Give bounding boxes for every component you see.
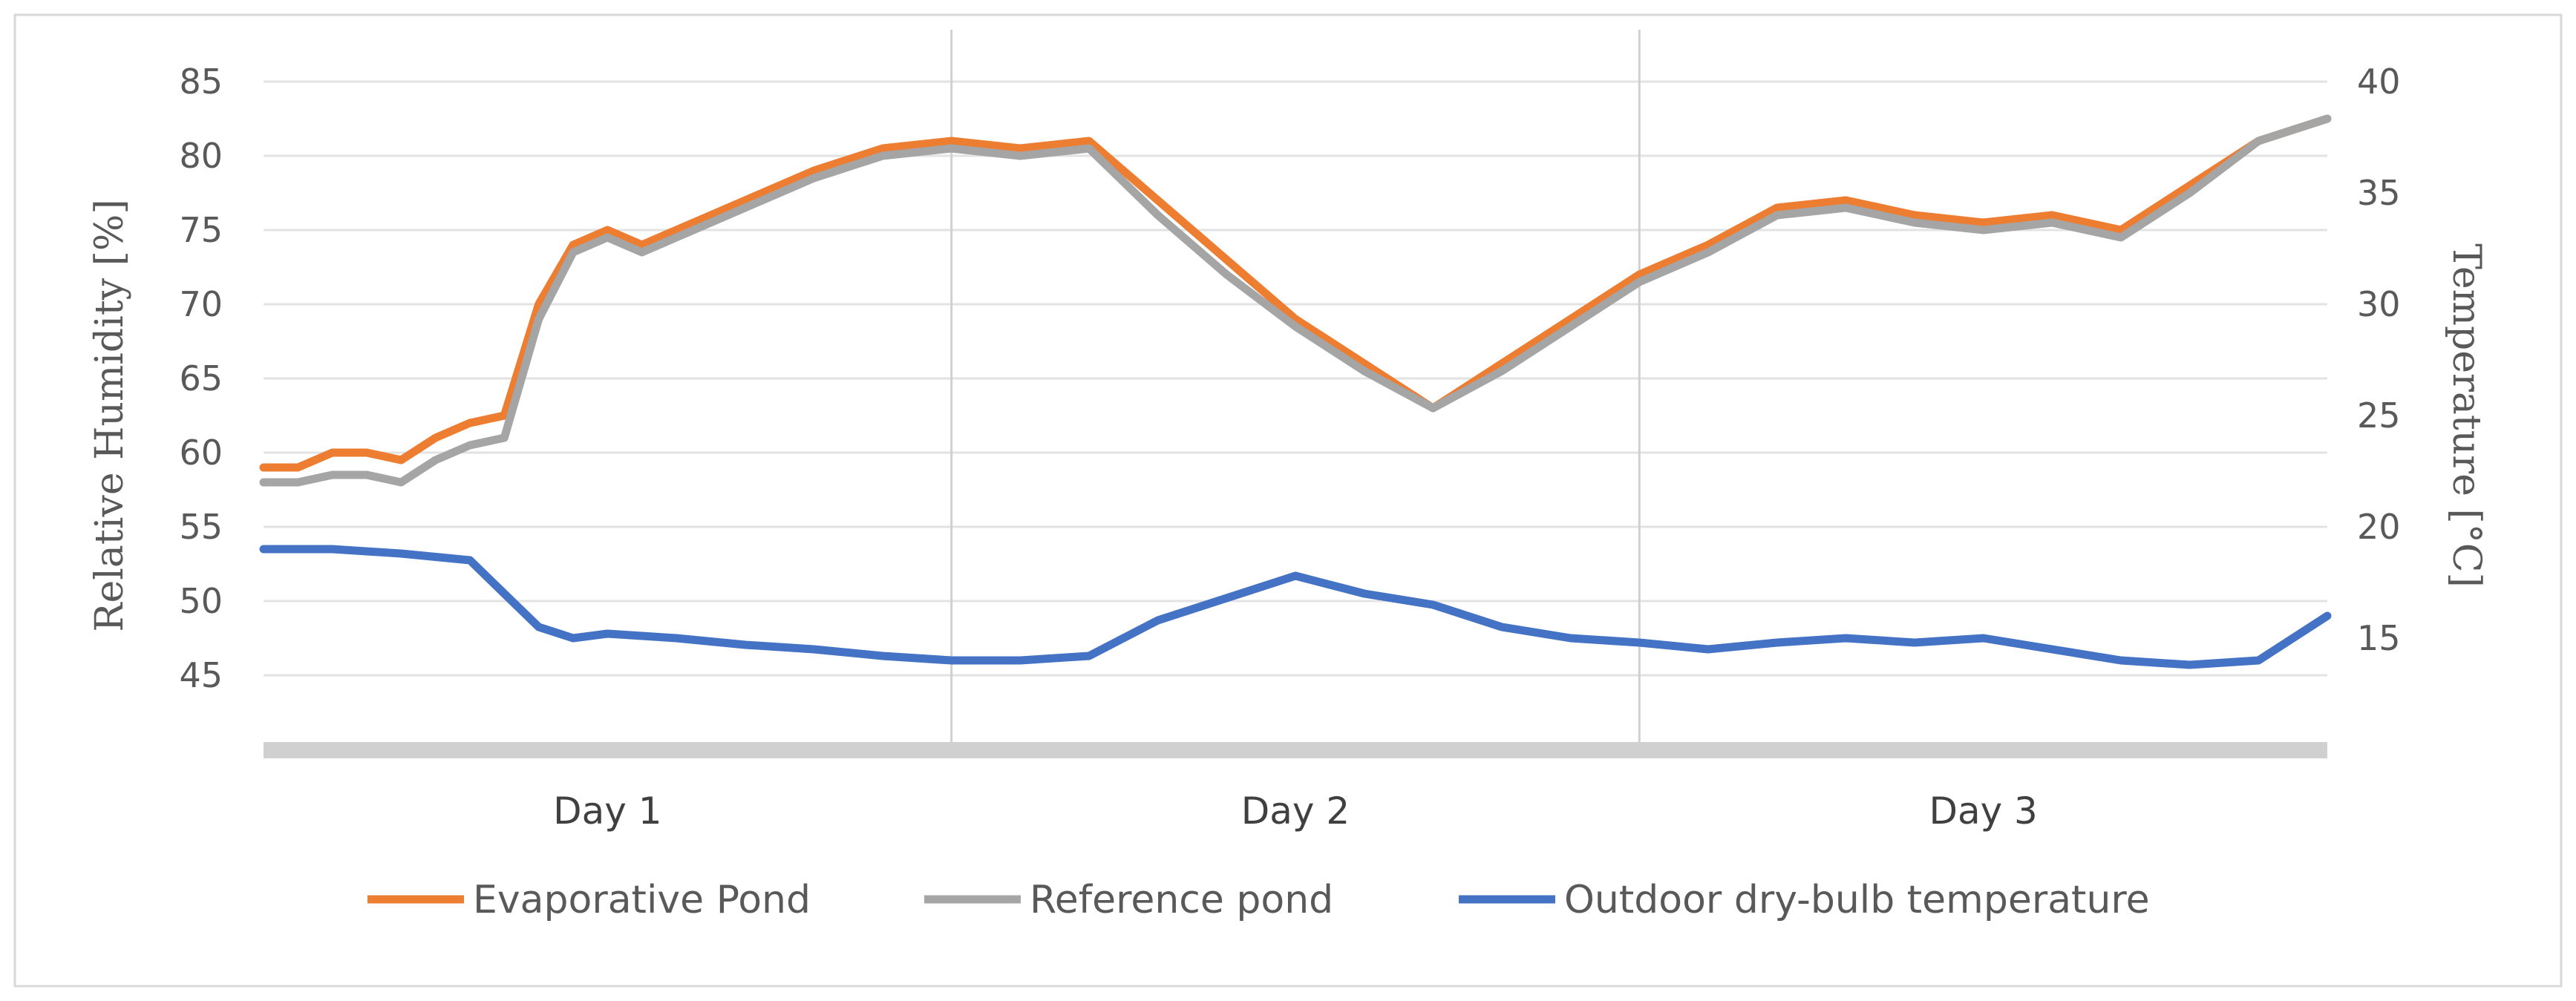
left-tick-label-7: 80: [179, 136, 223, 176]
left-tick-label-1: 50: [179, 581, 223, 621]
right-tick-label-0: 15: [2357, 618, 2401, 658]
right-axis-ticks: 15 20 25 30 35 40: [2357, 62, 2401, 658]
category-label-0: Day 1: [553, 790, 661, 833]
left-axis-title: Relative Humidity [%]: [88, 199, 132, 631]
series-line-0: [259, 114, 2332, 472]
left-tick-label-5: 70: [179, 284, 223, 324]
right-tick-label-2: 25: [2357, 396, 2401, 436]
category-axis-band: [264, 742, 2327, 758]
left-tick-label-3: 60: [179, 433, 223, 473]
left-tick-label-6: 75: [179, 210, 223, 250]
right-tick-label-3: 30: [2357, 284, 2401, 324]
legend: Evaporative Pond Reference pond Outdoor dr…: [367, 878, 2150, 922]
left-tick-label-4: 65: [179, 358, 223, 398]
category-label-2: Day 3: [1929, 790, 2037, 833]
left-tick-label-8: 85: [179, 62, 223, 102]
left-axis-ticks: 45 50 55 60 65 70 75 80 85: [179, 62, 223, 695]
series-lines: [259, 114, 2332, 669]
category-label-1: Day 2: [1241, 790, 1350, 833]
legend-label-1: Reference pond: [1030, 878, 1333, 922]
left-tick-label-0: 45: [179, 655, 223, 695]
right-tick-label-1: 20: [2357, 507, 2401, 547]
legend-label-0: Evaporative Pond: [473, 878, 811, 922]
right-tick-label-5: 40: [2357, 62, 2401, 102]
series-line-1: [259, 114, 2332, 487]
right-axis-title: Temperature [°C]: [2444, 243, 2488, 588]
chart-border: [13, 13, 2563, 988]
right-tick-label-4: 35: [2357, 173, 2401, 213]
series-line-2: [259, 545, 2332, 669]
category-labels: Day 1 Day 2 Day 3: [553, 790, 2038, 833]
left-tick-label-2: 55: [179, 507, 223, 547]
legend-label-2: Outdoor dry-bulb temperature: [1564, 878, 2150, 922]
